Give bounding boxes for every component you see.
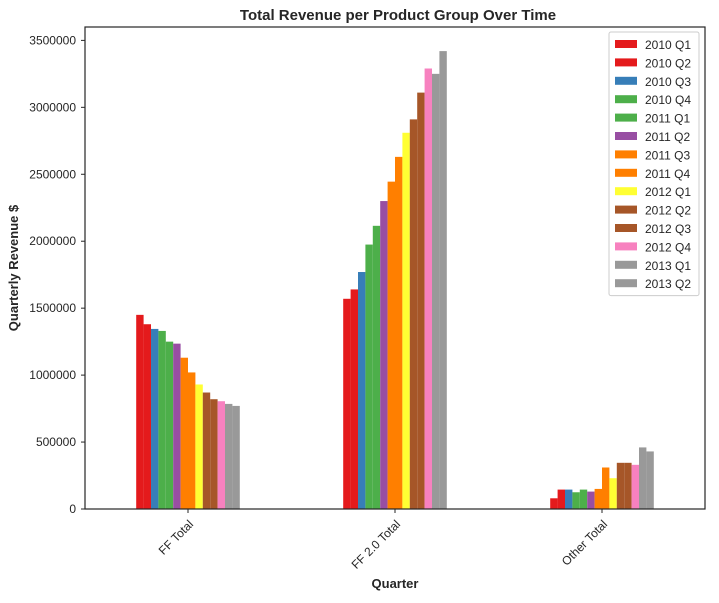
bar (616, 462, 625, 509)
x-axis-label: Quarter (372, 576, 419, 591)
y-tick-label: 3000000 (29, 100, 76, 114)
bar (372, 225, 381, 509)
y-tick-label: 3500000 (29, 33, 76, 47)
bar (350, 289, 358, 509)
x-tick-label: FF Total (156, 517, 196, 557)
legend-frame (608, 31, 700, 297)
bar (402, 132, 410, 509)
bar (609, 478, 617, 509)
legend-label: 2012 Q2 (645, 204, 691, 218)
bar (579, 489, 588, 509)
bar (343, 298, 351, 509)
bar (565, 489, 573, 509)
bar (358, 272, 366, 509)
bar (602, 467, 610, 509)
bar (136, 314, 144, 509)
y-axis-label: Quarterly Revenue $ (6, 204, 21, 331)
bar (594, 488, 602, 509)
legend-label: 2012 Q3 (645, 222, 691, 236)
legend-swatch (615, 279, 637, 288)
bar (432, 73, 440, 510)
bar (380, 201, 388, 509)
bar (439, 51, 447, 509)
bar (210, 399, 218, 509)
bar (158, 330, 166, 509)
legend-swatch (615, 205, 637, 214)
legend-swatch (615, 40, 637, 48)
bar (409, 119, 418, 509)
bar (395, 156, 403, 509)
y-tick-label: 0 (69, 502, 76, 516)
bars-group (136, 51, 654, 510)
legend-swatch (615, 187, 637, 196)
legend-label: 2010 Q1 (645, 38, 691, 52)
x-axis-ticks: FF Total FF 2.0 Total Other Total (156, 509, 610, 572)
legend-label: 2010 Q4 (645, 93, 691, 107)
bar (550, 498, 558, 509)
bar (387, 181, 395, 509)
bar (143, 324, 151, 509)
legend-label: 2010 Q3 (645, 75, 691, 89)
legend-label: 2011 Q1 (645, 112, 690, 126)
y-tick-label: 1000000 (29, 368, 76, 382)
legend: 2010 Q1 2010 Q2 2010 Q3 2010 Q4 2011 Q1 2011 … (608, 31, 700, 297)
bar (557, 489, 565, 509)
legend-swatch (615, 76, 637, 85)
legend-swatch (615, 260, 637, 269)
x-tick-label: FF 2.0 Total (349, 517, 404, 572)
legend-swatch (615, 58, 637, 67)
bar (424, 68, 432, 509)
legend-swatch (615, 224, 637, 232)
bar (587, 491, 595, 509)
bar (631, 464, 639, 509)
legend-label: 2012 Q4 (645, 240, 691, 254)
bar (217, 401, 225, 509)
bar (417, 92, 425, 510)
legend-swatch (615, 150, 637, 159)
bar (225, 403, 233, 509)
bar (202, 392, 211, 509)
y-tick-label: 500000 (36, 435, 76, 449)
bar (232, 405, 240, 509)
legend-swatch (615, 113, 637, 122)
chart-title: Total Revenue per Product Group Over Tim… (240, 7, 556, 24)
y-tick-label: 1500000 (29, 301, 76, 315)
legend-label: 2013 Q1 (645, 259, 691, 273)
legend-swatch (615, 168, 637, 177)
y-tick-label: 2000000 (29, 234, 76, 248)
legend-label: 2013 Q2 (645, 277, 691, 291)
x-tick-label: Other Total (559, 517, 610, 568)
bar (572, 492, 580, 509)
bar (188, 372, 196, 509)
bar (165, 341, 174, 509)
y-axis-ticks: 0 500000 1000000 1500000 2000000 2500000 30000… (29, 33, 85, 516)
legend-label: 2012 Q1 (645, 185, 691, 199)
bar (151, 328, 159, 509)
legend-swatch (615, 242, 637, 251)
legend-label: 2011 Q3 (645, 148, 690, 162)
bar (173, 343, 181, 509)
bar (180, 357, 188, 509)
bar (624, 462, 632, 509)
bar (195, 384, 203, 509)
legend-swatch (615, 95, 637, 104)
bar (639, 447, 647, 509)
legend-label: 2011 Q4 (645, 167, 690, 181)
y-tick-label: 2500000 (29, 167, 76, 181)
bar (646, 451, 654, 509)
legend-label: 2011 Q2 (645, 130, 690, 144)
legend-swatch (615, 132, 637, 140)
bar (365, 244, 373, 509)
legend-label: 2010 Q2 (645, 56, 691, 70)
